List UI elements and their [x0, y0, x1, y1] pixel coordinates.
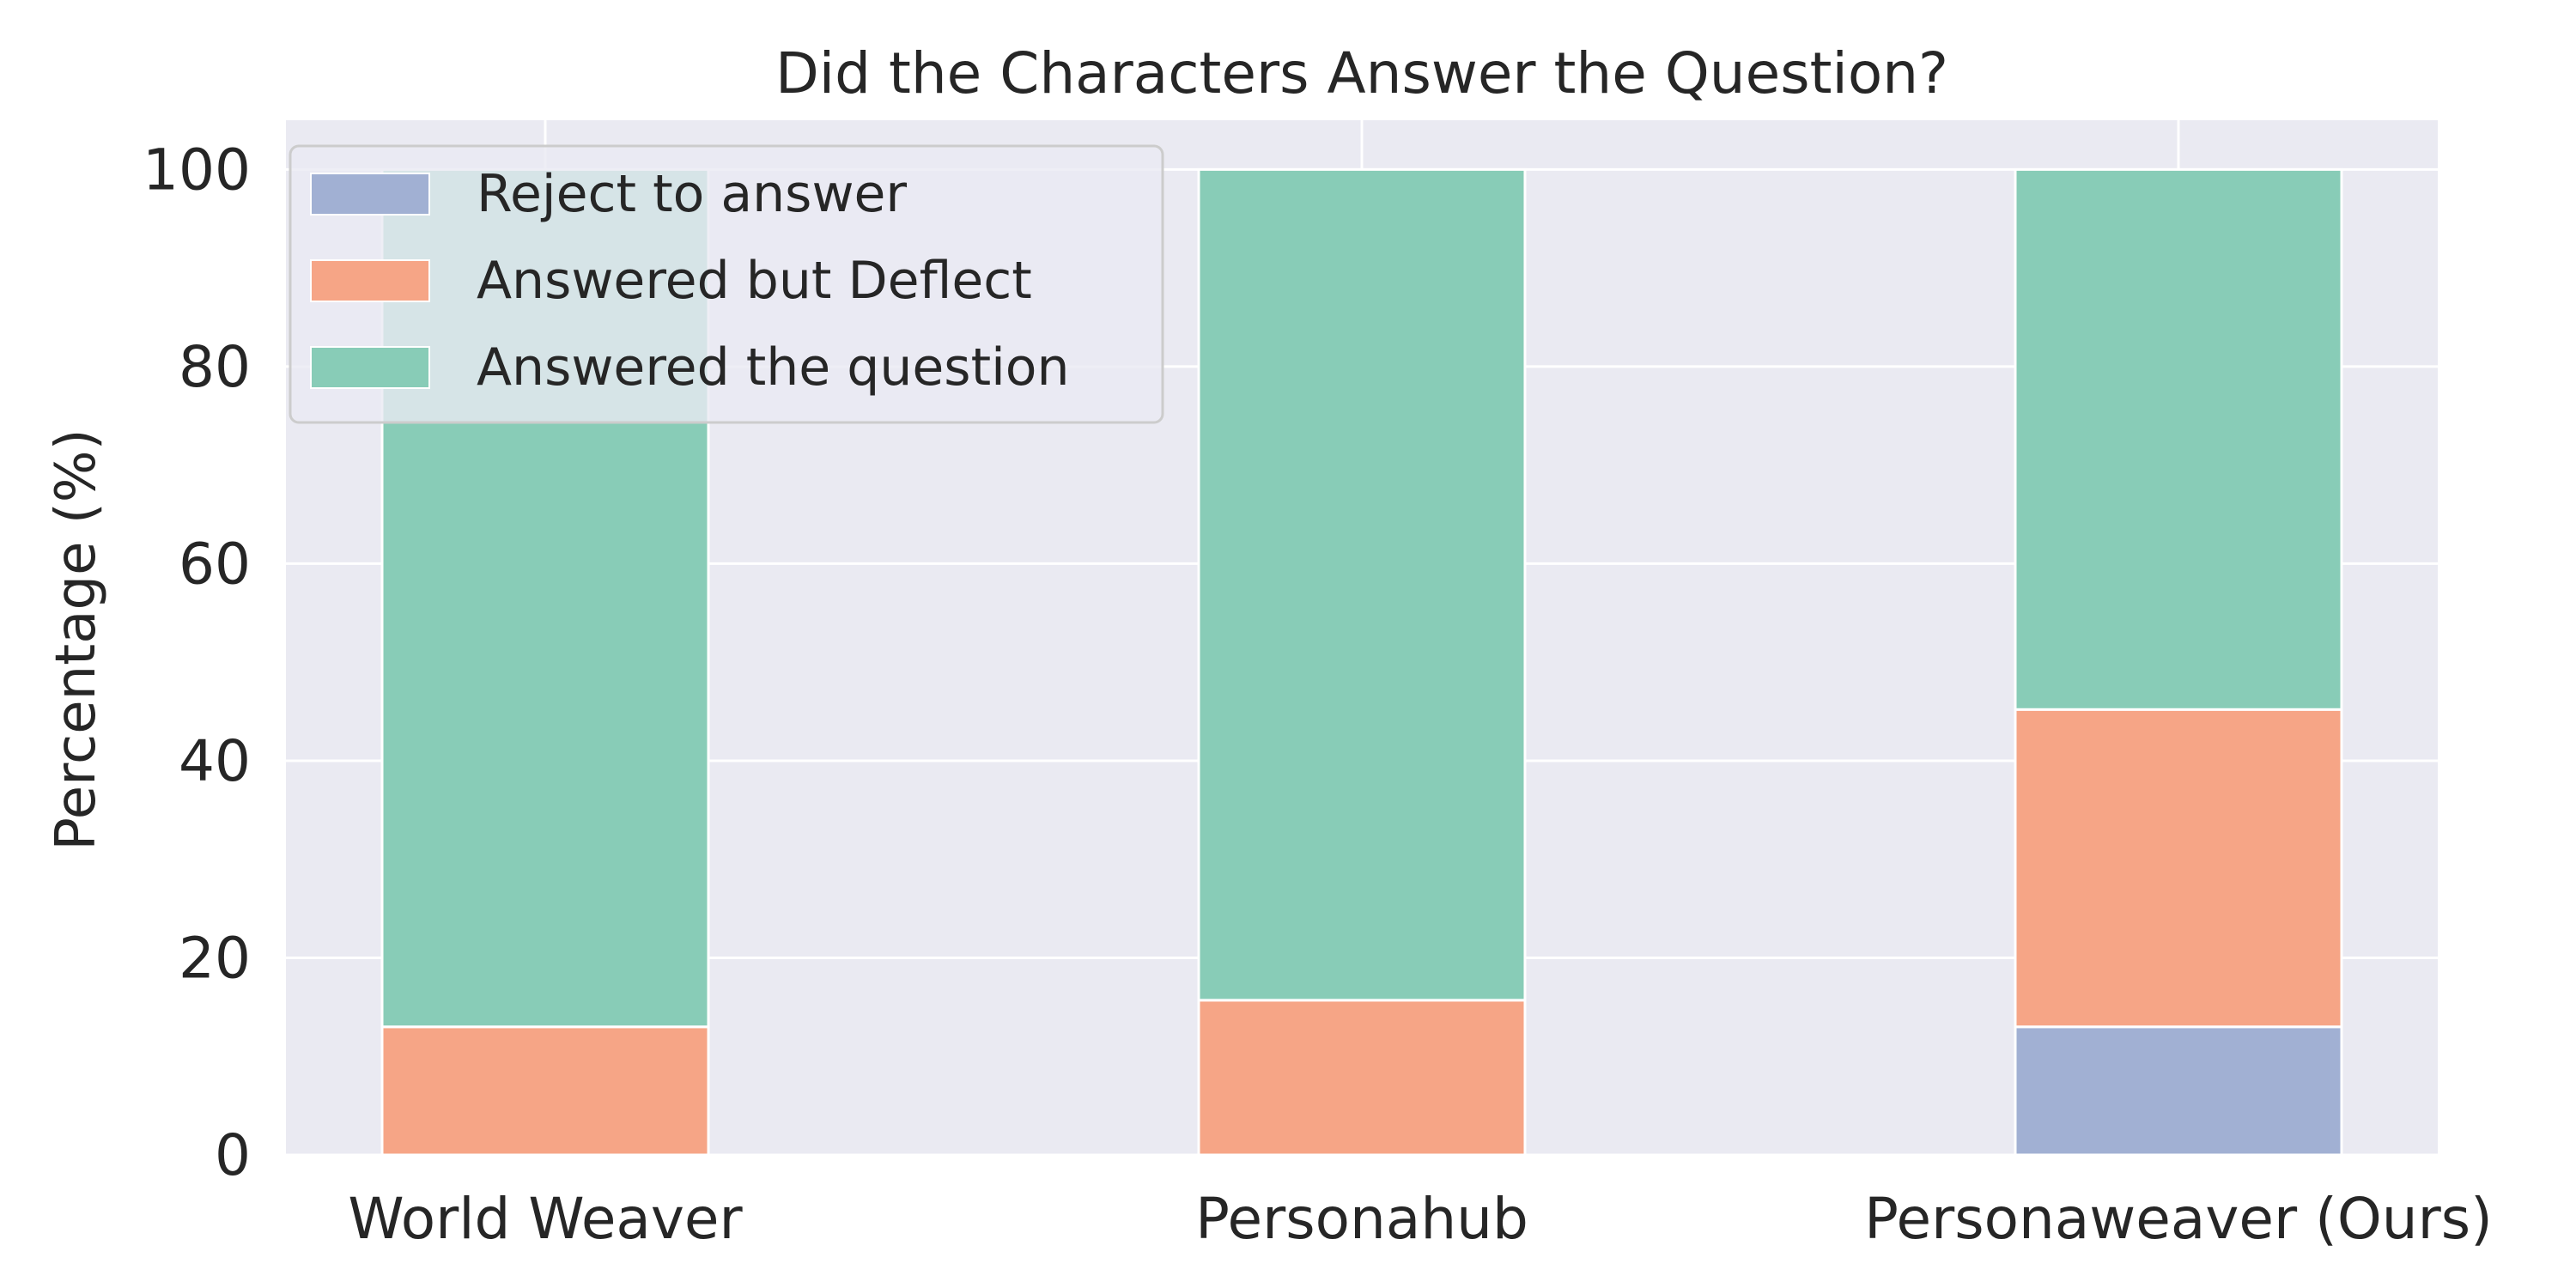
x-tick-label: World Weaver: [348, 1186, 743, 1252]
y-ticks: 0 20 40 60 80 100: [143, 137, 251, 1188]
y-tick-label: 0: [215, 1122, 251, 1188]
legend-swatch: [310, 259, 430, 302]
legend: Reject to answer Answered but Deflect Answ…: [289, 144, 1164, 424]
legend-label: Answered the question: [477, 337, 1070, 398]
legend-label: Answered but Deflect: [477, 251, 1032, 311]
bar-segment: [2014, 167, 2343, 711]
bar-segment: [1197, 999, 1527, 1157]
y-tick-label: 80: [179, 334, 251, 400]
x-ticks: World Weaver Personahub Personaweaver (Our…: [348, 1186, 2493, 1252]
y-tick-label: 20: [179, 925, 251, 991]
bar-segment: [1197, 167, 1527, 1002]
legend-swatch: [310, 173, 430, 216]
bar-segment: [2014, 1025, 2343, 1157]
bar-segment: [2014, 708, 2343, 1029]
legend-frame: [289, 144, 1164, 424]
legend-label: Reject to answer: [477, 164, 907, 224]
chart-title: Did the Characters Answer the Question?: [775, 40, 1948, 106]
legend-swatch: [310, 346, 430, 389]
y-tick-label: 40: [179, 728, 251, 794]
y-axis-label: Percentage (%): [45, 428, 108, 850]
y-tick-label: 60: [179, 531, 251, 597]
x-tick-label: Personahub: [1195, 1186, 1528, 1252]
x-tick-label: Personaweaver (Ours): [1864, 1186, 2493, 1252]
bar-segment: [380, 1025, 710, 1157]
y-tick-label: 100: [143, 137, 251, 203]
